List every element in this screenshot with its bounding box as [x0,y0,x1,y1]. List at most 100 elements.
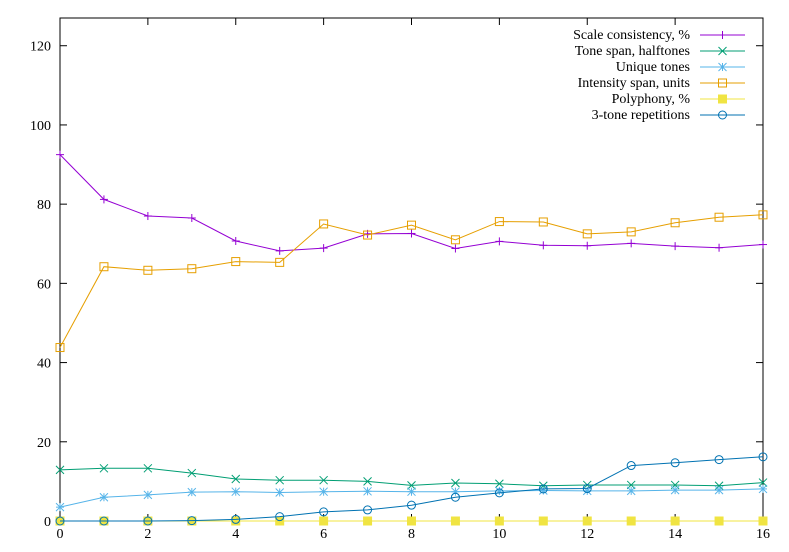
data-point [275,488,285,497]
data-point [275,475,285,485]
data-point [759,240,767,249]
data-point [319,244,328,253]
data-point [626,486,636,496]
series-2 [55,463,768,491]
series-line [59,214,764,348]
data-point [714,481,724,491]
data-point [670,516,680,526]
data-point [714,455,724,465]
data-point [494,488,504,498]
data-point [319,475,328,485]
data-point [319,487,328,497]
data-point [714,212,724,222]
data-point [407,229,416,238]
series-4 [55,210,768,353]
data-point [99,492,109,502]
series-1 [56,150,767,255]
data-point [56,150,64,159]
legend-marker [718,46,727,56]
legend-entry: Scale consistency, % [573,28,745,43]
data-point [758,484,768,494]
data-point [55,516,65,526]
y-tick-label: 120 [30,40,51,55]
legend-marker [718,110,727,120]
data-point [582,484,592,494]
legend-entry: Tone span, halftones [575,44,745,59]
data-point [143,516,153,526]
data-point [407,481,416,490]
data-point [187,264,197,274]
data-point [627,239,636,248]
data-point [758,478,768,487]
data-point [407,516,416,526]
data-point [714,516,724,526]
data-point [231,487,241,497]
y-tick-label: 20 [37,436,51,451]
axes: 0 2 4 6 8 10 12 14 16 0 20 40 60 80 100 120 [30,18,770,542]
data-point [715,243,724,252]
data-point [55,502,65,512]
x-tick-label: 4 [232,527,239,542]
data-point [538,516,548,526]
y-tick-label: 60 [37,277,51,292]
data-point [582,516,592,526]
data-point [626,516,636,526]
legend-label: Tone span, halftones [575,44,690,59]
data-point [626,227,636,237]
data-point [231,236,240,245]
data-point [363,486,372,496]
data-point [407,220,416,230]
data-point [450,235,460,245]
data-point [583,241,592,250]
data-point [99,463,109,473]
series-3 [55,484,768,512]
data-point [758,452,768,462]
legend-entry: Polyphony, % [612,92,745,107]
data-point [363,477,372,486]
legend-marker [718,78,727,88]
data-point [55,343,65,353]
x-tick-label: 10 [492,527,506,542]
data-point [670,458,680,468]
legend-entry: 3-tone repetitions [592,108,745,123]
legend: Scale consistency, %Tone span, halftones… [573,28,745,123]
legend-label: 3-tone repetitions [592,108,690,123]
data-point [99,262,109,272]
data-point [714,485,724,495]
data-point [99,516,109,526]
legend-label: Scale consistency, % [573,28,690,43]
data-point [494,516,504,526]
y-tick-label: 0 [44,515,51,530]
data-point [495,486,504,496]
data-point [670,218,680,228]
x-tick-label: 12 [580,527,594,542]
data-point [407,487,416,497]
data-point [143,463,153,473]
data-point [319,507,329,517]
data-point [187,487,197,497]
data-point [494,217,504,227]
data-point [670,485,680,495]
data-point [275,512,285,522]
data-point [539,241,548,250]
series-6 [55,452,768,526]
data-point [363,230,373,240]
data-point [451,478,460,488]
legend-entry: Intensity span, units [578,76,745,91]
data-point [231,514,241,524]
data-point [187,516,197,526]
legend-label: Polyphony, % [612,92,691,107]
legend-label: Unique tones [616,60,690,75]
y-tick-label: 100 [30,119,51,134]
data-point [582,229,592,239]
y-tick-label: 40 [37,357,51,372]
data-point [319,516,329,526]
legend-marker [718,62,727,72]
data-point [538,484,548,494]
data-point [187,468,197,478]
data-point [363,516,373,526]
x-tick-label: 6 [320,527,327,542]
x-tick-label: 0 [57,527,64,542]
series-group [55,150,768,526]
data-point [143,265,153,275]
